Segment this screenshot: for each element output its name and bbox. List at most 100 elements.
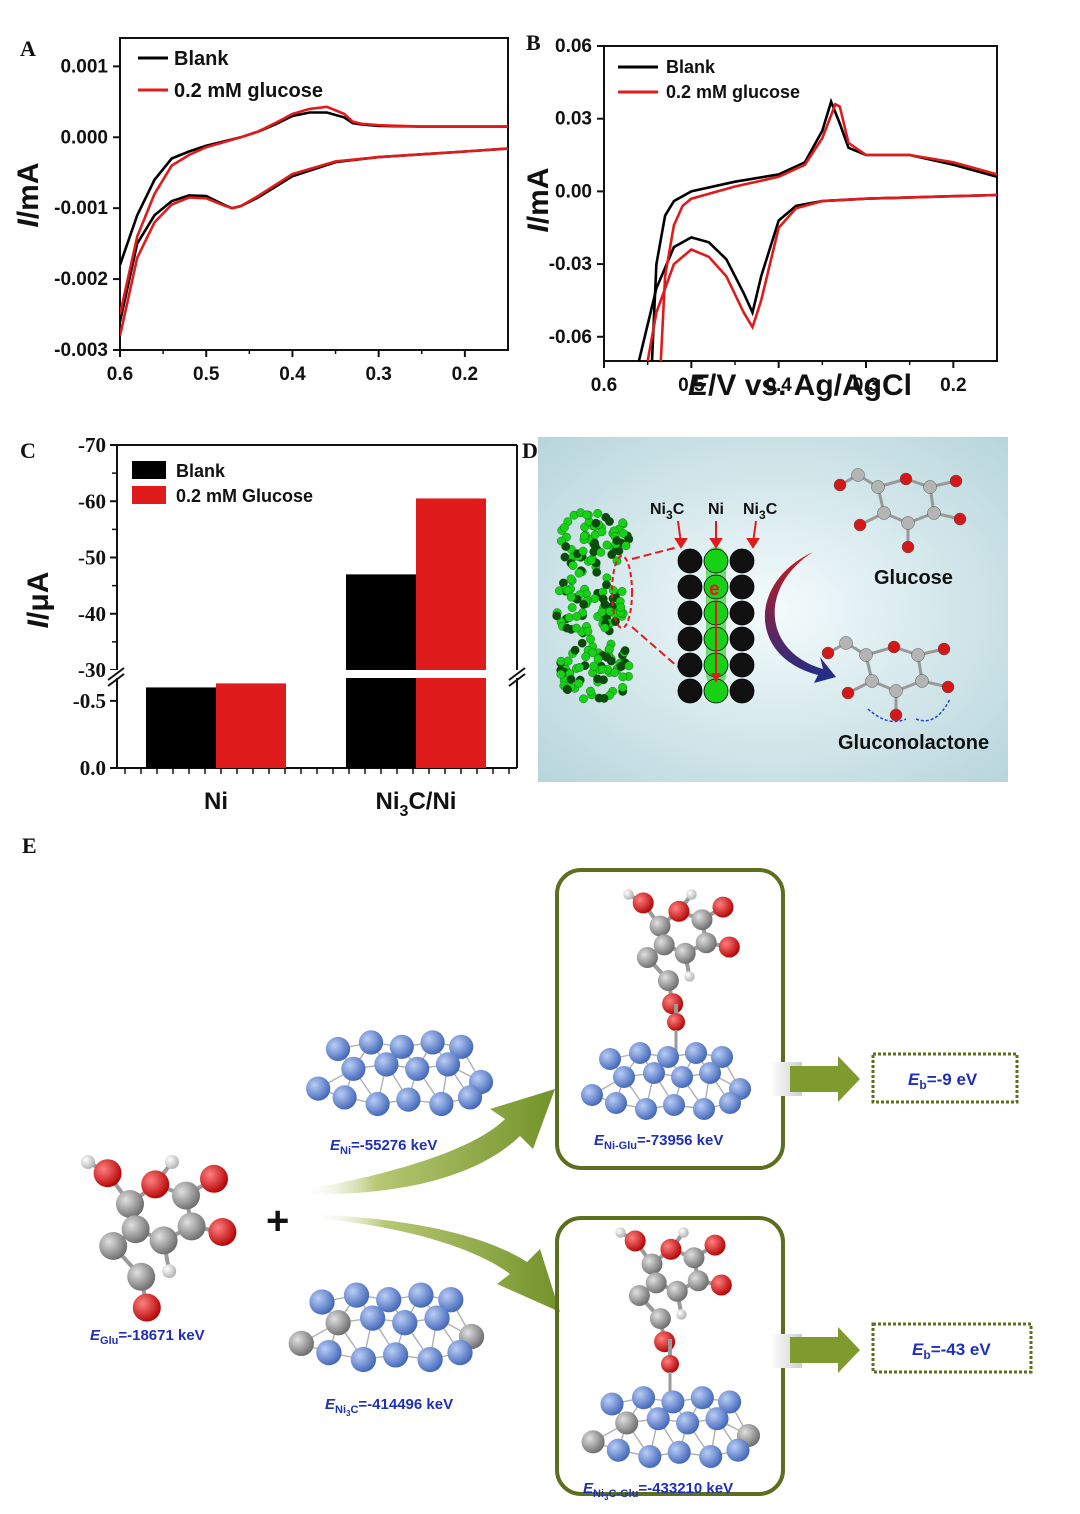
bar-blank-ni — [146, 687, 216, 768]
label-main: Ni — [650, 501, 666, 518]
carbon-atom — [866, 675, 879, 688]
ni-atom — [671, 1066, 693, 1088]
cluster-atom — [584, 627, 592, 635]
ni3c-atom — [730, 575, 754, 599]
cluster-atom — [557, 670, 565, 678]
y-tick-label: -0.002 — [54, 269, 108, 290]
ni-atom — [635, 1098, 657, 1120]
ni-atom — [599, 1048, 621, 1070]
hydrogen-atom — [81, 1155, 95, 1169]
ni-atom — [726, 1439, 749, 1462]
ni3c-atom — [730, 601, 754, 625]
cluster-atom — [560, 523, 568, 531]
oxygen-atom — [711, 1275, 732, 1296]
y-axis-title: I/mA — [12, 162, 45, 227]
ni-atom — [383, 1342, 408, 1367]
cluster-atom — [617, 603, 625, 611]
x-tick-label: 0.4 — [279, 364, 306, 385]
series-line-blank-reverse — [639, 195, 997, 361]
carbon-atom — [928, 507, 941, 520]
ni-atom — [309, 1289, 334, 1314]
legend-label-blank: Blank — [174, 48, 229, 70]
y-tick-label: -0.003 — [54, 340, 108, 361]
cluster-atom — [601, 624, 609, 632]
ni-atom — [685, 1042, 707, 1064]
carbon-atom — [582, 1430, 605, 1453]
category-label-ni3c-ni: Ni3C/Ni — [376, 788, 457, 820]
ni-atom — [405, 1057, 429, 1081]
category-label-ni: Ni — [204, 788, 228, 815]
series-line-glucose-reverse — [120, 149, 508, 336]
label-tail: C — [673, 501, 685, 518]
cluster-atom — [598, 608, 606, 616]
cluster-atom — [580, 532, 588, 540]
oxygen-atom — [822, 647, 834, 659]
cluster-atom — [586, 635, 594, 643]
dft-scheme-e: + EGlu=-18671 keV ENi=-55276 keV ENi3C=-… — [0, 834, 1080, 1514]
ni-atom — [316, 1340, 341, 1365]
legend: Blank 0.2 mM Glucose — [132, 461, 313, 506]
y-tick-label: 0.000 — [60, 127, 108, 148]
cluster-atom — [599, 676, 607, 684]
cluster-atom — [590, 540, 598, 548]
ni3c-atom — [678, 653, 702, 677]
chart-b: 0.6 0.5 0.4 0.3 0.20.060.030.00-0.03-0.06 Bl… — [520, 20, 1040, 420]
carbon-atom — [916, 675, 929, 688]
carbon-atom — [127, 1263, 155, 1291]
carbon-atom — [840, 637, 853, 650]
y-tick-label: 0.0 — [80, 756, 106, 780]
cluster-atom — [613, 536, 621, 544]
energy-e: E — [908, 1070, 920, 1089]
ni3c-atom — [730, 653, 754, 677]
ni-atom — [613, 1066, 635, 1088]
label-glucose: Glucose — [874, 567, 953, 589]
carbon-atom — [122, 1215, 150, 1243]
ni-atom — [374, 1052, 398, 1076]
oxygen-atom — [661, 1355, 679, 1373]
carbon-atom — [99, 1232, 127, 1260]
ni-atom — [366, 1092, 390, 1116]
carbon-atom — [692, 909, 713, 930]
cluster-atom — [563, 686, 571, 694]
hydrogen-atom — [686, 889, 697, 900]
ni-atom — [632, 1386, 655, 1409]
y-tick-label: -70 — [78, 433, 106, 457]
cluster-atom — [617, 662, 625, 670]
oxygen-atom — [950, 475, 962, 487]
carbon-atom — [650, 916, 671, 937]
y-tick-label: -40 — [78, 602, 106, 626]
ni3c-atom — [678, 601, 702, 625]
x-axis-title-text: /V vs. Ag/AgCl — [708, 369, 912, 402]
oxygen-atom — [633, 892, 654, 913]
carbon-atom — [878, 507, 891, 520]
cluster-atom — [568, 603, 576, 611]
ni-atom — [306, 1077, 330, 1101]
carbon-atom — [675, 943, 696, 964]
hydrogen-atom — [684, 971, 695, 982]
hydrogen-atom — [615, 1227, 626, 1238]
carbon-atom — [860, 649, 873, 662]
energy-label-ni: ENi=-55276 keV — [330, 1137, 437, 1157]
cluster-atom — [567, 575, 575, 583]
ni-atom — [396, 1088, 420, 1112]
ni-atom — [447, 1340, 472, 1365]
carbon-atom — [872, 481, 885, 494]
cluster-atom — [605, 645, 613, 653]
cluster-atom — [619, 673, 627, 681]
hydrogen-atom — [162, 1264, 176, 1278]
bar-glucose-ni3c-ni — [416, 498, 486, 768]
energy-sub: Ni-Glu — [604, 1140, 637, 1152]
legend-label-blank: Blank — [666, 57, 716, 77]
carbon-atom — [902, 517, 915, 530]
ni3c-atom — [678, 549, 702, 573]
cluster-atom — [601, 600, 609, 608]
ni-atom — [341, 1057, 365, 1081]
cluster-atom — [619, 519, 627, 527]
label-main: Ni — [743, 501, 759, 518]
cluster-atom — [594, 655, 602, 663]
label-tail: C — [766, 501, 778, 518]
cluster-atom — [582, 653, 590, 661]
carbon-atom — [289, 1331, 314, 1356]
energy-e: E — [912, 1340, 924, 1359]
ni-atom — [351, 1347, 376, 1372]
